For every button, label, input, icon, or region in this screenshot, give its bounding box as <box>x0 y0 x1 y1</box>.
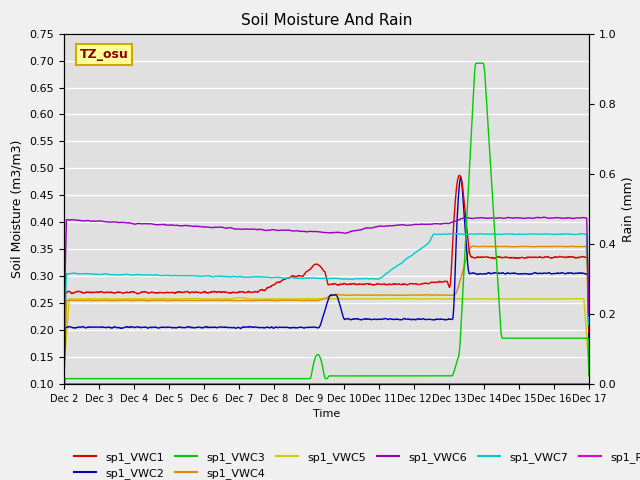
sp1_Rain <box>474 381 481 387</box>
Line: sp1_VWC5: sp1_VWC5 <box>64 298 589 368</box>
sp1_VWC4 <box>570 244 578 250</box>
sp1_VWC3 <box>316 353 323 359</box>
sp1_VWC2 <box>60 380 68 386</box>
sp1_VWC2 <box>585 336 593 342</box>
sp1_VWC3 <box>60 406 68 411</box>
sp1_VWC1 <box>316 263 323 268</box>
sp1_VWC4 <box>60 366 68 372</box>
sp1_VWC3 <box>474 60 481 66</box>
sp1_VWC7 <box>474 231 481 237</box>
sp1_VWC6 <box>570 216 578 221</box>
sp1_VWC6 <box>301 229 309 235</box>
sp1_VWC7 <box>585 322 593 328</box>
sp1_VWC1 <box>585 330 593 336</box>
Text: TZ_osu: TZ_osu <box>80 48 129 61</box>
sp1_VWC1 <box>474 254 481 260</box>
sp1_Rain <box>60 381 68 387</box>
sp1_VWC2 <box>457 174 465 180</box>
sp1_VWC5 <box>585 362 593 368</box>
Line: sp1_VWC2: sp1_VWC2 <box>64 177 589 383</box>
sp1_VWC3 <box>301 376 309 382</box>
sp1_VWC7 <box>87 271 95 276</box>
Title: Soil Moisture And Rain: Soil Moisture And Rain <box>241 13 412 28</box>
sp1_VWC2 <box>474 272 481 277</box>
sp1_Rain <box>87 381 95 387</box>
sp1_VWC3 <box>585 372 593 378</box>
sp1_VWC4 <box>585 330 593 336</box>
Line: sp1_VWC1: sp1_VWC1 <box>64 175 589 365</box>
sp1_VWC6 <box>87 218 95 224</box>
sp1_VWC7 <box>60 353 68 359</box>
sp1_VWC7 <box>316 276 323 281</box>
sp1_VWC5 <box>474 296 481 302</box>
sp1_Rain <box>316 381 323 387</box>
sp1_VWC5 <box>60 365 68 371</box>
Line: sp1_VWC3: sp1_VWC3 <box>64 63 589 408</box>
sp1_VWC4 <box>474 244 481 250</box>
sp1_VWC7 <box>570 231 578 237</box>
sp1_VWC5 <box>316 296 323 301</box>
sp1_VWC2 <box>301 325 309 331</box>
sp1_VWC5 <box>87 296 95 301</box>
Line: sp1_VWC6: sp1_VWC6 <box>64 217 589 329</box>
sp1_Rain <box>585 381 593 387</box>
sp1_VWC6 <box>60 326 68 332</box>
Legend: sp1_VWC1, sp1_VWC2, sp1_VWC3, sp1_VWC4, sp1_VWC5, sp1_VWC6, sp1_VWC7, sp1_Rain: sp1_VWC1, sp1_VWC2, sp1_VWC3, sp1_VWC4, … <box>70 447 640 480</box>
sp1_VWC2 <box>570 271 577 276</box>
sp1_VWC6 <box>540 214 547 220</box>
sp1_VWC6 <box>585 313 593 319</box>
sp1_VWC1 <box>570 254 578 260</box>
sp1_Rain <box>570 381 577 387</box>
sp1_VWC7 <box>301 276 309 281</box>
sp1_VWC4 <box>316 297 323 303</box>
sp1_VWC5 <box>570 296 577 302</box>
sp1_VWC4 <box>570 244 577 250</box>
X-axis label: Time: Time <box>313 409 340 419</box>
Y-axis label: Rain (mm): Rain (mm) <box>622 176 635 241</box>
sp1_VWC2 <box>87 324 95 330</box>
sp1_VWC4 <box>87 298 95 303</box>
sp1_VWC7 <box>451 230 459 236</box>
sp1_VWC3 <box>87 376 95 382</box>
sp1_VWC3 <box>570 336 577 341</box>
sp1_Rain <box>570 381 577 387</box>
sp1_Rain <box>301 381 309 387</box>
Line: sp1_VWC4: sp1_VWC4 <box>64 246 589 369</box>
sp1_VWC2 <box>316 324 323 330</box>
sp1_VWC1 <box>570 254 577 260</box>
sp1_VWC6 <box>316 229 323 235</box>
sp1_VWC3 <box>472 60 480 66</box>
sp1_VWC3 <box>570 336 578 341</box>
sp1_VWC6 <box>570 216 577 221</box>
sp1_VWC6 <box>474 215 481 221</box>
sp1_VWC1 <box>301 270 309 276</box>
sp1_VWC1 <box>60 362 68 368</box>
sp1_VWC1 <box>455 172 463 178</box>
Y-axis label: Soil Moisture (m3/m3): Soil Moisture (m3/m3) <box>11 140 24 278</box>
Line: sp1_VWC7: sp1_VWC7 <box>64 233 589 356</box>
sp1_VWC5 <box>570 296 578 302</box>
sp1_VWC5 <box>301 296 309 301</box>
sp1_VWC7 <box>570 231 577 237</box>
sp1_VWC4 <box>470 243 477 249</box>
sp1_VWC2 <box>570 271 578 276</box>
sp1_VWC5 <box>236 295 243 300</box>
sp1_VWC4 <box>301 298 309 303</box>
sp1_VWC1 <box>87 290 95 296</box>
